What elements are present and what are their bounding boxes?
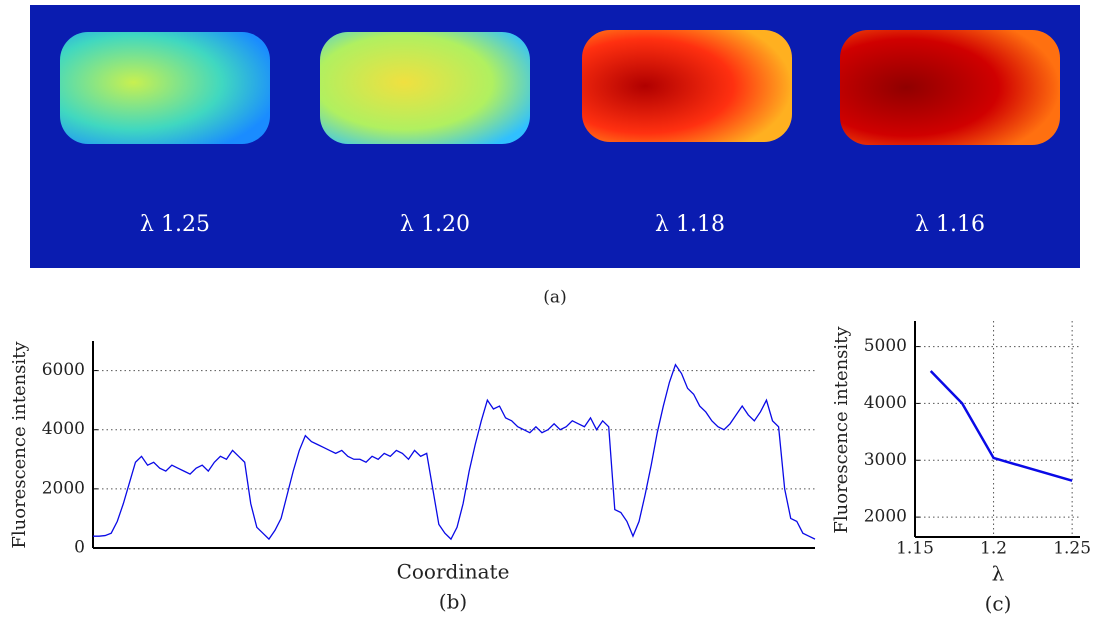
x-tick-label: 1.2 (980, 539, 1007, 559)
y-tick-label: 2000 (42, 478, 85, 498)
samples (60, 30, 1060, 145)
x-axis-label: λ (992, 562, 1005, 586)
y-tick-label: 2000 (864, 507, 907, 527)
y-axis-label: Fluorescence intensity (831, 326, 852, 534)
caption-a: (a) (543, 288, 566, 308)
y-axis-label: Fluorescence intensity (9, 341, 30, 549)
caption: (c) (985, 592, 1012, 616)
x-axis-label: Coordinate (397, 560, 510, 584)
y-tick-label: 3000 (864, 450, 907, 470)
image-label: λ 1.18 (655, 212, 725, 237)
data-line (93, 363, 816, 541)
image-label: λ 1.16 (915, 212, 985, 237)
data-line (929, 370, 1073, 482)
y-tick-label: 0 (74, 538, 85, 558)
x-tick-label: 1.15 (896, 539, 934, 559)
y-tick-label: 4000 (42, 419, 85, 439)
y-tick-label: 6000 (42, 360, 85, 380)
caption: (b) (439, 590, 467, 614)
x-tick-label: 1.25 (1053, 539, 1091, 559)
image-label: λ 1.25 (140, 212, 210, 237)
y-tick-label: 5000 (864, 336, 907, 356)
image-label: λ 1.20 (400, 212, 470, 237)
y-tick-label: 4000 (864, 393, 907, 413)
